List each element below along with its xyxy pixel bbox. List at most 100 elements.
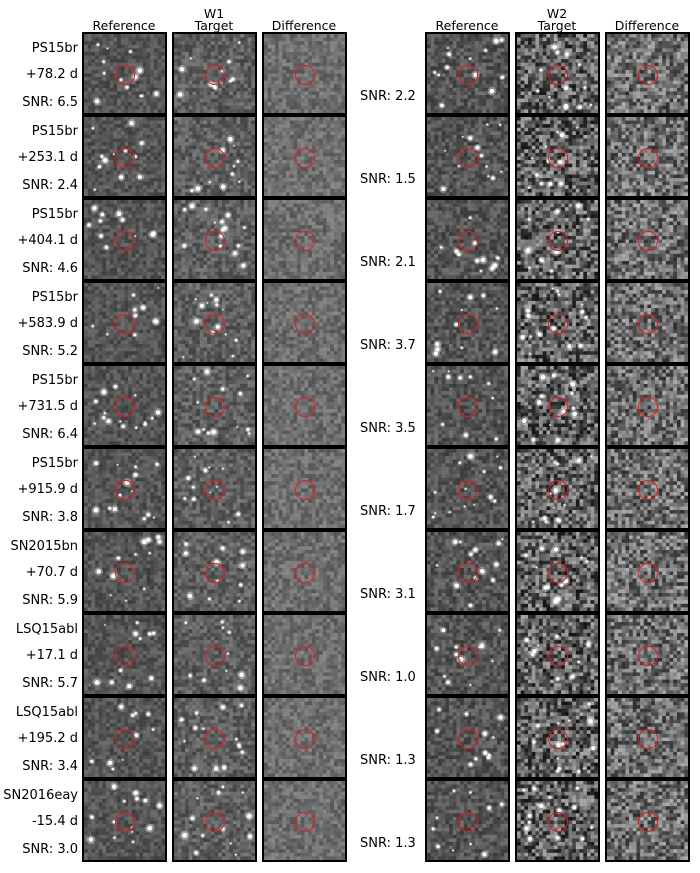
transient-position-circle	[114, 645, 135, 666]
transient-position-circle	[294, 396, 315, 417]
w1-reference-image	[82, 198, 167, 281]
w1-difference-image	[262, 281, 347, 364]
w1-reference-image	[82, 779, 167, 862]
transient-position-circle	[114, 313, 135, 334]
row-snr-w2: SNR: 1.7	[360, 505, 416, 519]
row-snr-w2: SNR: 1.5	[360, 173, 416, 187]
transient-position-circle	[547, 230, 568, 251]
w2-target-image	[515, 115, 600, 198]
transient-position-circle	[457, 728, 478, 749]
w1-difference-image	[262, 530, 347, 613]
w1-reference-image	[82, 115, 167, 198]
w1-target-header: Target	[172, 19, 256, 32]
w2-target-image	[515, 447, 600, 530]
row-name: PS15br	[32, 125, 78, 139]
w2-reference-image	[425, 447, 510, 530]
w2-difference-image	[605, 530, 690, 613]
transient-position-circle	[114, 147, 135, 168]
w1-reference-image	[82, 530, 167, 613]
transient-position-circle	[547, 313, 568, 334]
w2-difference-image	[605, 364, 690, 447]
w2-reference-image	[425, 115, 510, 198]
w1-reference-image	[82, 613, 167, 696]
w1-target-image	[172, 364, 257, 447]
row-snr-w2: SNR: 2.1	[360, 256, 416, 270]
row-snr-w1: SNR: 4.6	[22, 262, 78, 276]
w1-difference-header: Difference	[262, 19, 346, 32]
transient-position-circle	[547, 64, 568, 85]
row-phase: +78.2 d	[26, 68, 78, 82]
transient-position-circle	[457, 313, 478, 334]
transient-position-circle	[637, 645, 658, 666]
transient-position-circle	[547, 811, 568, 832]
w2-difference-header: Difference	[605, 19, 689, 32]
transient-position-circle	[204, 479, 225, 500]
transient-position-circle	[294, 147, 315, 168]
w2-difference-image	[605, 613, 690, 696]
w2-target-image	[515, 530, 600, 613]
w1-reference-image	[82, 32, 167, 115]
row-name: PS15br	[32, 374, 78, 388]
transient-position-circle	[457, 230, 478, 251]
transient-position-circle	[204, 562, 225, 583]
row-phase: +915.9 d	[18, 483, 79, 497]
row-phase: +253.1 d	[18, 151, 79, 165]
w1-difference-image	[262, 32, 347, 115]
transient-position-circle	[294, 811, 315, 832]
w2-difference-image	[605, 32, 690, 115]
w2-reference-image	[425, 281, 510, 364]
w1-target-image	[172, 779, 257, 862]
transient-position-circle	[637, 147, 658, 168]
w2-reference-image	[425, 779, 510, 862]
row-name: PS15br	[32, 291, 78, 305]
row-name: LSQ15abl	[16, 706, 78, 720]
transient-position-circle	[294, 230, 315, 251]
w2-target-image	[515, 198, 600, 281]
transient-position-circle	[637, 479, 658, 500]
w2-title: W2	[515, 7, 599, 20]
w1-reference-image	[82, 696, 167, 779]
w2-target-image	[515, 613, 600, 696]
row-name: LSQ15abl	[16, 623, 78, 637]
transient-position-circle	[204, 64, 225, 85]
transient-position-circle	[294, 562, 315, 583]
row-snr-w2: SNR: 1.3	[360, 754, 416, 768]
transient-position-circle	[457, 811, 478, 832]
w2-target-image	[515, 779, 600, 862]
w2-reference-image	[425, 613, 510, 696]
transient-position-circle	[637, 728, 658, 749]
row-snr-w2: SNR: 3.7	[360, 339, 416, 353]
w1-difference-image	[262, 198, 347, 281]
w1-target-image	[172, 613, 257, 696]
transient-position-circle	[637, 562, 658, 583]
transient-position-circle	[547, 645, 568, 666]
w1-target-image	[172, 696, 257, 779]
row-snr-w1: SNR: 5.7	[22, 677, 78, 691]
w2-target-image	[515, 364, 600, 447]
w1-target-image	[172, 198, 257, 281]
transient-position-circle	[114, 396, 135, 417]
w2-difference-image	[605, 281, 690, 364]
w1-difference-image	[262, 696, 347, 779]
row-snr-w1: SNR: 5.2	[22, 345, 78, 359]
row-snr-w2: SNR: 3.5	[360, 422, 416, 436]
w1-title: W1	[172, 7, 256, 20]
transient-position-circle	[294, 728, 315, 749]
row-snr-w1: SNR: 6.5	[22, 96, 78, 110]
w2-difference-image	[605, 115, 690, 198]
w2-target-image	[515, 281, 600, 364]
transient-position-circle	[204, 230, 225, 251]
row-name: PS15br	[32, 42, 78, 56]
row-phase: +583.9 d	[18, 317, 79, 331]
transient-position-circle	[637, 230, 658, 251]
transient-position-circle	[547, 147, 568, 168]
transient-position-circle	[457, 396, 478, 417]
transient-position-circle	[547, 396, 568, 417]
transient-position-circle	[457, 562, 478, 583]
w2-difference-image	[605, 447, 690, 530]
w2-difference-image	[605, 696, 690, 779]
w2-reference-image	[425, 198, 510, 281]
row-snr-w2: SNR: 3.1	[360, 588, 416, 602]
row-phase: +70.7 d	[26, 566, 78, 580]
w2-reference-image	[425, 32, 510, 115]
